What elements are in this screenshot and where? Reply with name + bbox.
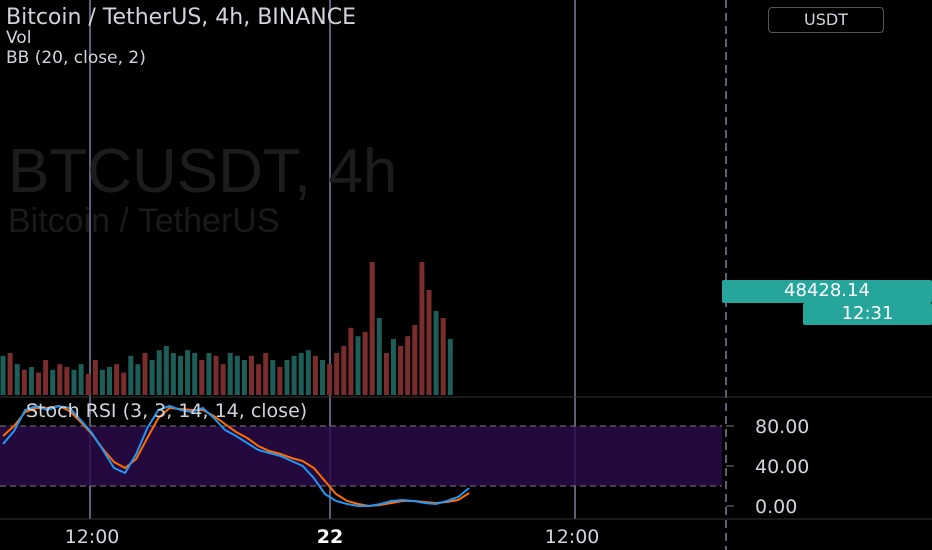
stoch-d-line [2,404,470,508]
volume-bar [28,367,34,395]
stoch-k-line [2,404,470,507]
volume-bar [263,353,269,395]
volume-bar [206,353,212,395]
volume-bar [391,339,396,395]
volume-bar [178,355,183,395]
volume-bar [85,374,91,395]
volume-bar [312,355,318,395]
volume-bar [433,311,439,395]
volume-bar [64,367,70,395]
volume-bar [78,364,84,395]
volume-bar [284,360,290,395]
stoch-tick-label: 0.00 [755,496,797,518]
volume-bar [334,353,340,395]
volume-bar [114,364,120,395]
volume-bar [412,325,418,395]
volume-bar [398,346,404,395]
stoch-band-fill [0,426,722,486]
volume-bar [277,367,283,395]
volume-bar [305,350,311,395]
volume-bar [383,353,389,395]
volume-bar [135,364,141,395]
volume-bar [298,353,304,395]
volume-bar [447,339,453,395]
volume-bar [249,355,254,395]
volume-bar [50,369,56,395]
last-price-tag: 48428.14 [722,280,932,303]
volume-bar [355,336,361,395]
volume-bar [270,360,276,395]
volume-bar [426,290,432,395]
stoch-tick-label: 80.00 [755,416,809,438]
volume-bar [71,369,77,395]
volume-bar [291,355,297,395]
volume-bar [220,364,226,395]
volume-bar [170,353,176,395]
volume-indicator-label[interactable]: Vol [6,28,32,48]
volume-bar [213,355,219,395]
volume-bar [21,369,27,395]
volume-bar [149,360,155,395]
volume-bar [99,369,105,395]
volume-bar [36,372,41,395]
volume-bar [185,350,191,395]
volume-bar [199,360,205,395]
time-tick-label: 12:00 [545,526,600,548]
watermark-name: Bitcoin / TetherUS [8,202,280,240]
volume-bar [227,353,233,395]
volume-bar [92,360,98,395]
volume-bar [419,262,425,395]
time-tick-label: 22 [317,526,343,548]
bollinger-indicator-label[interactable]: BB (20, close, 2) [6,48,146,68]
symbol-title[interactable]: Bitcoin / TetherUS, 4h, BINANCE [6,5,357,30]
volume-bar [156,350,162,395]
volume-bar [121,372,127,395]
volume-bar [7,353,13,395]
stoch-tick-label: 40.00 [755,456,809,478]
volume-bar [327,364,333,395]
volume-bar [0,355,6,395]
volume-bar [341,346,347,395]
currency-button[interactable]: USDT [768,7,884,33]
volume-bar [256,364,262,395]
volume-bar [107,367,112,395]
volume-bar [43,360,49,395]
volume-bar [320,360,325,395]
volume-bar [369,262,375,395]
volume-bar [57,364,63,395]
bar-countdown-tag: 12:31 [803,303,932,325]
volume-bar [192,353,198,395]
volume-bar [14,364,20,395]
volume-bar [440,318,446,395]
volume-bar [128,355,134,395]
volume-bar [376,318,382,395]
volume-bar [234,355,240,395]
volume-bar [405,336,411,395]
stoch-rsi-label[interactable]: Stoch RSI (3, 3, 14, 14, close) [26,400,308,422]
volume-bar [362,332,368,395]
volume-bar [142,353,148,395]
watermark-symbol: BTCUSDT, 4h [8,137,397,206]
volume-bar [241,360,247,395]
volume-bar [348,327,354,395]
time-tick-label: 12:00 [65,526,120,548]
volume-bar [163,346,169,395]
